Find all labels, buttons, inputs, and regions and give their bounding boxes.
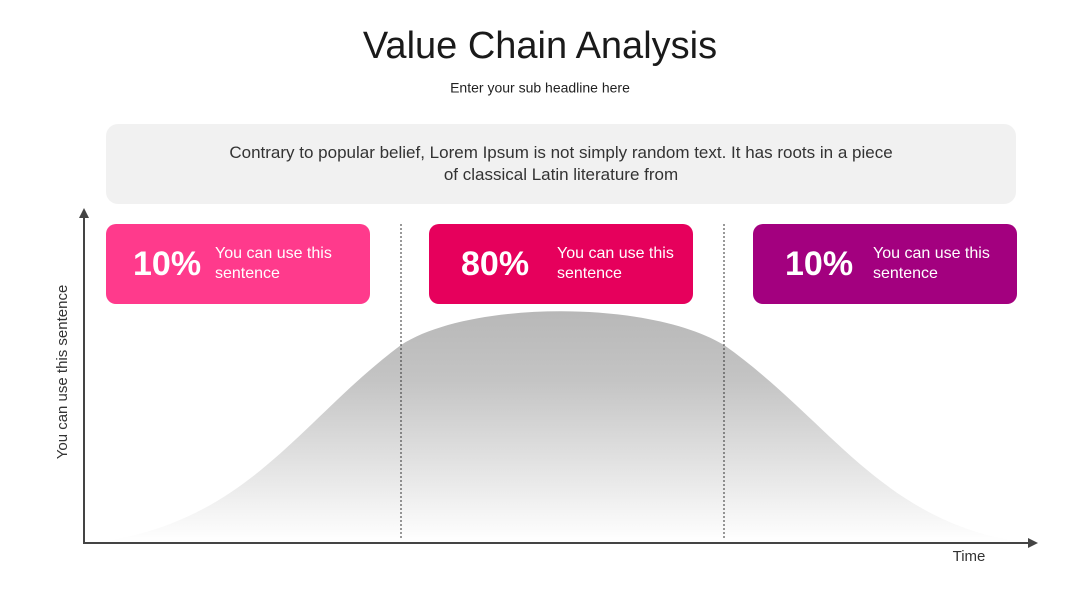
- title: Value Chain Analysis: [363, 25, 717, 67]
- card-percent: 80%: [461, 244, 530, 283]
- intro-box: Contrary to popular belief, Lorem Ipsum …: [106, 124, 1016, 204]
- card: 10% You can use this sentence: [106, 224, 370, 304]
- x-arrow: [1028, 538, 1038, 548]
- subtitle: Enter your sub headline here: [450, 80, 630, 96]
- card-text: You can use this sentence: [557, 245, 674, 282]
- bell-curve: [100, 311, 1020, 542]
- card: 80% You can use this sentence: [429, 224, 693, 304]
- y-axis-label: You can use this sentence: [54, 285, 71, 460]
- card: 10% You can use this sentence: [753, 224, 1017, 304]
- card-text: You can use this sentence: [873, 245, 990, 282]
- card-text: You can use this sentence: [215, 245, 332, 282]
- x-axis-label: Time: [953, 548, 986, 565]
- intro-text: Contrary to popular belief, Lorem Ipsum …: [229, 143, 893, 184]
- card-percent: 10%: [785, 244, 854, 283]
- y-arrow: [79, 208, 89, 218]
- card-percent: 10%: [133, 244, 202, 283]
